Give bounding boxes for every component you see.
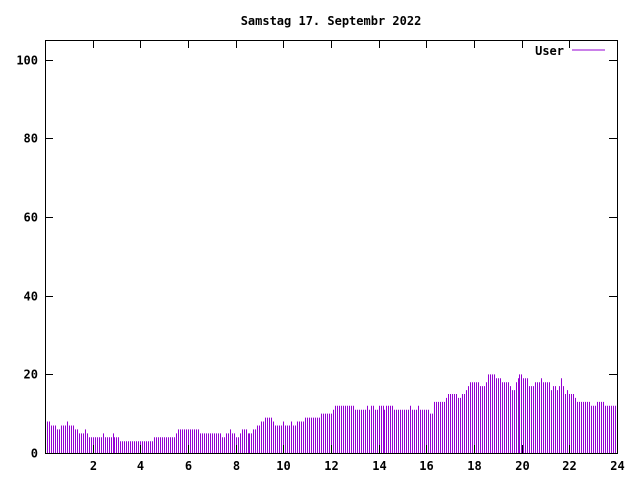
y-tick-label: 80 <box>24 132 38 146</box>
x-tick-label: 6 <box>185 459 192 473</box>
x-tick-label: 14 <box>372 459 386 473</box>
x-tick-label: 18 <box>467 459 481 473</box>
y-tick-label: 0 <box>31 447 38 461</box>
y-tick-label: 100 <box>16 54 38 68</box>
legend: User <box>535 44 605 58</box>
x-tick-label: 24 <box>610 459 624 473</box>
y-tick-label: 40 <box>24 290 38 304</box>
bars-user <box>47 374 616 453</box>
x-tick-label: 22 <box>562 459 576 473</box>
y-tick-label: 60 <box>24 211 38 225</box>
x-tick-label: 20 <box>515 459 529 473</box>
x-tick-label: 8 <box>233 459 240 473</box>
x-tick-label: 16 <box>419 459 433 473</box>
x-tick-label: 4 <box>137 459 144 473</box>
x-tick-label: 2 <box>90 459 97 473</box>
x-tick-label: 10 <box>276 459 290 473</box>
chart-title: Samstag 17. Septembr 2022 <box>241 14 422 28</box>
x-tick-label: 12 <box>324 459 338 473</box>
legend-label-user: User <box>535 44 564 58</box>
y-tick-label: 20 <box>24 368 38 382</box>
